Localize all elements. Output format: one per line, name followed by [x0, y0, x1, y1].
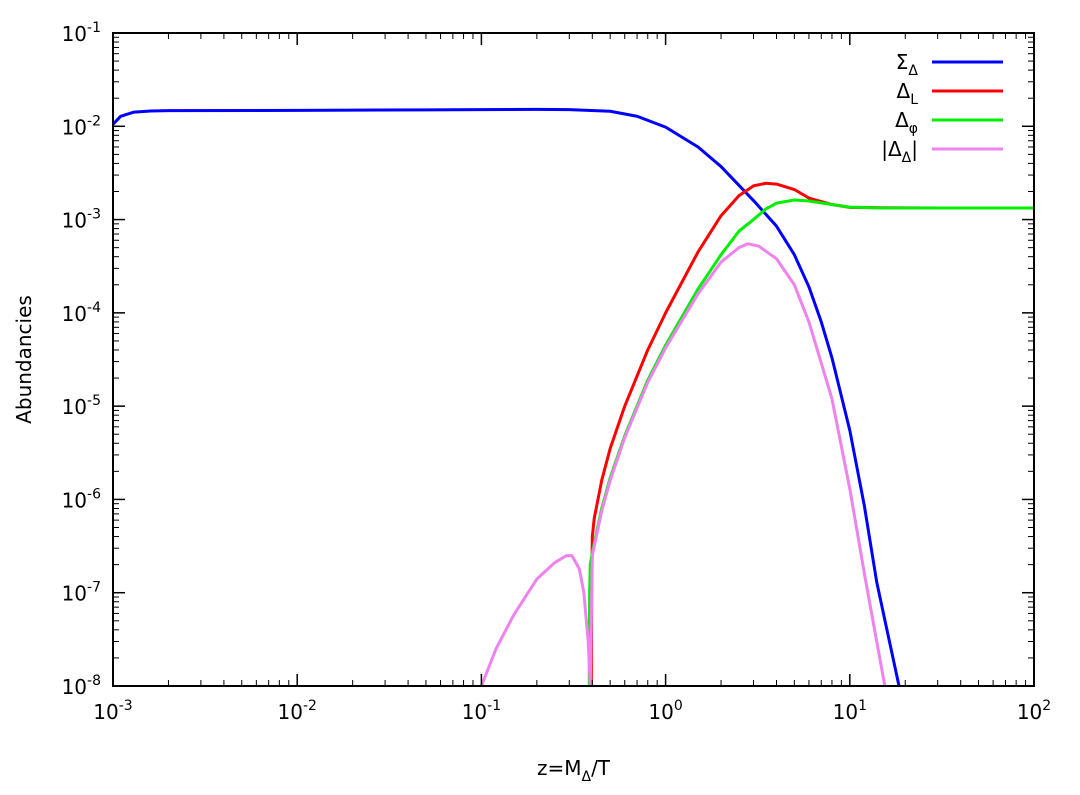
- series-layer: [113, 107, 1034, 686]
- x-tick-label: 100: [648, 698, 682, 724]
- legend-label-2: Δφ: [895, 108, 918, 137]
- y-tick-label: 10-4: [62, 300, 102, 326]
- series-line-3: [479, 242, 887, 686]
- y-tick-label: 10-7: [62, 580, 101, 606]
- y-tick-label: 10-8: [62, 673, 101, 699]
- y-tick-label: 10-3: [62, 207, 101, 233]
- y-tick-label: 10-2: [62, 113, 101, 139]
- y-tick-label: 10-6: [62, 486, 102, 512]
- y-tick-label: 10-5: [62, 393, 101, 419]
- ticks-layer: [112, 32, 1035, 687]
- legend-label-0: ΣΔ: [896, 50, 919, 79]
- series-line-0: [113, 107, 901, 686]
- x-tick-label: 101: [833, 698, 867, 724]
- labels-layer: 10-3 10-2 10-1 100 101 102 10-8 10-7 10-6 10-5 10-…: [12, 20, 1051, 785]
- legend-label-3: |ΔΔ|: [881, 137, 918, 166]
- legend-label-1: ΔL: [897, 79, 919, 108]
- y-tick-label: 10-1: [62, 20, 101, 46]
- x-tick-label: 10-2: [277, 698, 316, 724]
- x-axis-label: z=MΔ/T: [537, 756, 611, 785]
- x-tick-label: 102: [1017, 698, 1051, 724]
- y-axis-label: Abundancies: [12, 295, 36, 424]
- x-tick-label: 10-1: [462, 698, 501, 724]
- plot-frame: [112, 32, 1035, 687]
- x-tick-label: 10-3: [93, 698, 132, 724]
